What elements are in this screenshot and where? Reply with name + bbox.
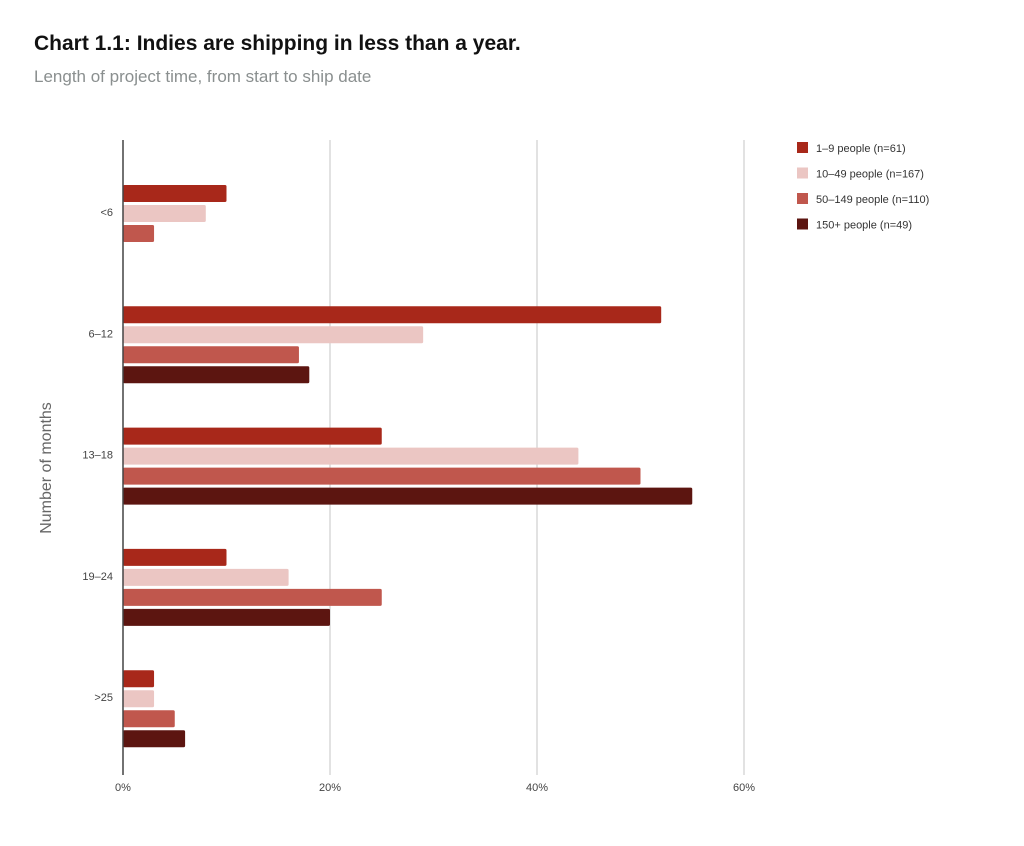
legend-label: 50–149 people (n=110) [816, 194, 929, 206]
bar-2-1 [123, 346, 299, 364]
bar-3-4 [123, 730, 186, 748]
bar-0-2 [123, 427, 382, 445]
bar-0-3 [123, 548, 227, 566]
y-tick-label: 6–12 [89, 328, 113, 340]
legend-swatch [797, 142, 808, 153]
bar-1-2 [123, 447, 579, 465]
bar-0-4 [123, 670, 155, 688]
legend-label: 150+ people (n=49) [816, 220, 912, 232]
bar-2-2 [123, 467, 641, 485]
bar-3-1 [123, 366, 310, 384]
bar-2-4 [123, 710, 175, 728]
bar-0-0 [123, 185, 227, 202]
bar-3-3 [123, 608, 330, 626]
x-tick-label: 60% [733, 782, 755, 794]
chart-title: Chart 1.1: Indies are shipping in less t… [34, 32, 521, 55]
y-tick-label: <6 [100, 207, 113, 219]
bar-1-3 [123, 568, 289, 586]
bar-2-3 [123, 588, 382, 606]
bar-2-0 [123, 225, 155, 242]
chart-subtitle: Length of project time, from start to sh… [34, 67, 372, 86]
y-tick-label: 19–24 [82, 571, 113, 583]
bar-1-1 [123, 326, 424, 344]
bar-1-4 [123, 690, 155, 708]
legend-label: 10–49 people (n=167) [816, 169, 924, 181]
y-tick-label: 13–18 [82, 450, 113, 462]
bar-0-1 [123, 306, 662, 324]
legend-swatch [797, 167, 808, 179]
x-tick-label: 20% [319, 782, 341, 794]
bar-3-2 [123, 487, 693, 505]
x-tick-label: 0% [115, 782, 131, 794]
y-tick-label: >25 [94, 692, 113, 704]
legend-label: 1–9 people (n=61) [816, 143, 906, 155]
legend-swatch [797, 193, 808, 204]
legend-swatch [797, 218, 808, 230]
bar-1-0 [123, 205, 206, 222]
x-tick-label: 40% [526, 782, 548, 794]
y-axis-label: Number of months [38, 402, 55, 534]
